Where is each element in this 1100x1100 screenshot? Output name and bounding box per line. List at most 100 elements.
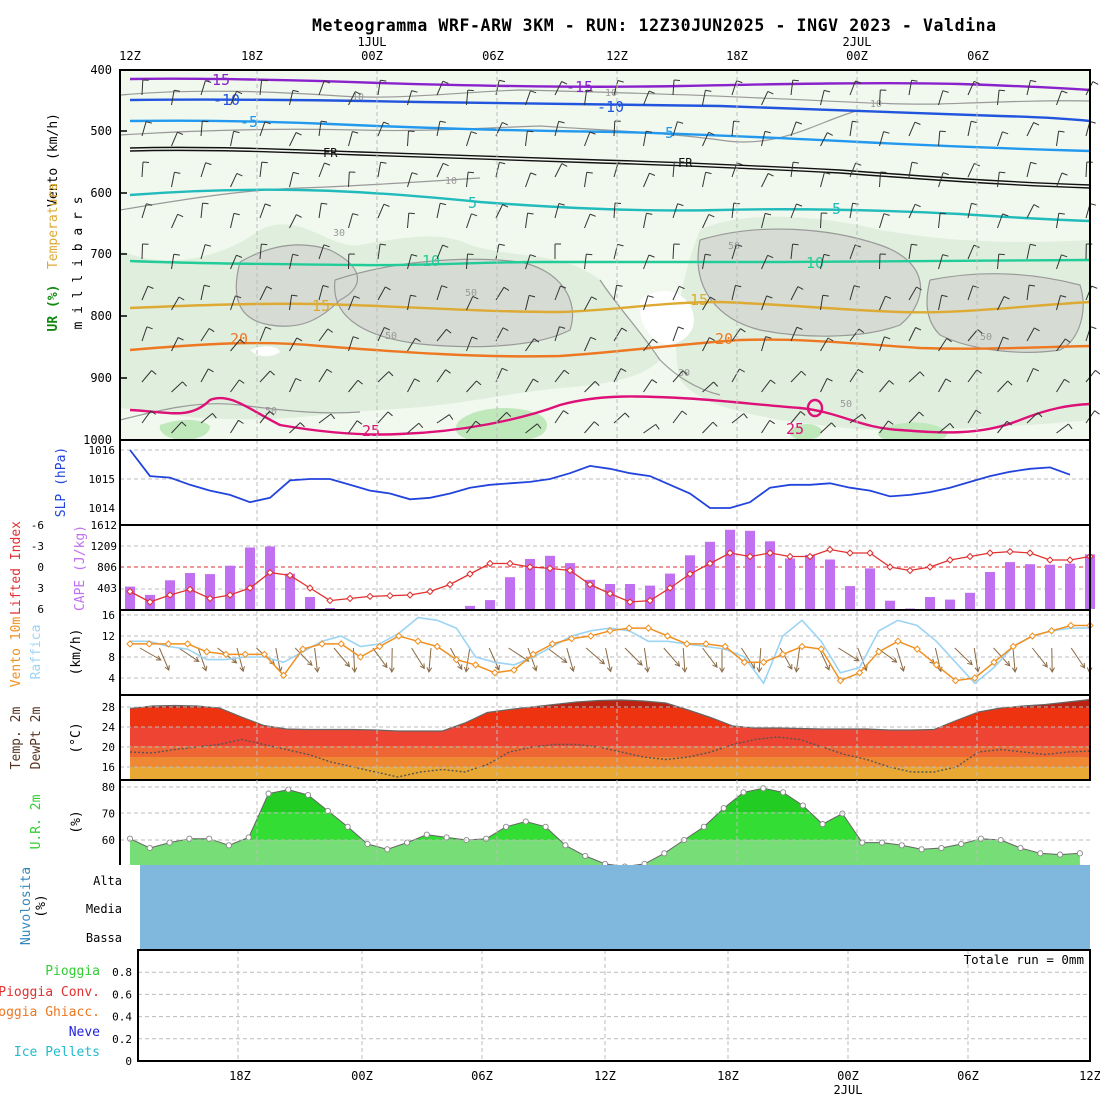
- wind-barb-59: [236, 172, 243, 177]
- cape-bar-38: [885, 600, 895, 609]
- cape-bar-28: [685, 555, 695, 609]
- rh-marker-30: [720, 805, 727, 812]
- wind-barb-220: [495, 162, 500, 178]
- wind-marker-20: [510, 666, 518, 674]
- wind-barb-88: [259, 410, 270, 424]
- wind-barb-268: [554, 410, 564, 424]
- wind-arrow-head-3: [201, 665, 208, 672]
- rh2m-panel: 80 70 60 U.R. 2m (%): [29, 780, 1090, 870]
- wind-barb-419: [824, 172, 831, 175]
- li-tick-1: -3: [31, 540, 44, 553]
- wind-marker-39: [875, 648, 883, 656]
- wind-barb-356: [702, 381, 714, 393]
- rh-marker-6: [245, 834, 252, 841]
- temperatura-label: Temperatura: [46, 183, 61, 269]
- rh-marker-42: [958, 840, 965, 848]
- wind-barb-380: [761, 131, 766, 147]
- wind-barb-252: [554, 81, 563, 96]
- bottom-time-label-4: 18Z: [717, 1069, 739, 1083]
- wind-barb-303: [620, 368, 627, 372]
- li-marker-30: [726, 549, 734, 557]
- li-marker-46: [1046, 556, 1054, 564]
- li-tick-2: 0: [37, 561, 44, 574]
- bottom-time-label-5: 00Z: [837, 1069, 859, 1083]
- wind-barb-329: [674, 161, 681, 164]
- wind-barb-307: [648, 90, 655, 94]
- wind-barb-522: [997, 90, 1000, 106]
- wind-marker-21: [529, 650, 537, 659]
- wind-arrow-shaft-21: [547, 647, 567, 663]
- wind-barb-531: [998, 253, 1005, 256]
- wind-barb-287: [593, 421, 600, 426]
- wind-barb-83: [266, 286, 273, 290]
- isotherm-20: [129, 338, 1091, 358]
- li-marker-45: [1026, 549, 1034, 557]
- wind-arrow-head-26: [644, 666, 650, 673]
- wind-barb-408: [790, 327, 798, 342]
- wind-barb-145: [380, 79, 387, 82]
- rh-marker-47: [1057, 851, 1064, 858]
- wind-barb-516: [967, 329, 978, 342]
- wind-barb-237: [527, 130, 534, 133]
- li-marker-37: [866, 549, 874, 557]
- wind-barb-274: [584, 172, 588, 188]
- wind-barb-232: [495, 412, 507, 424]
- legend-pioggia: Pioggia: [45, 964, 100, 979]
- wind-arrow-head-27: [674, 661, 681, 667]
- wind-barb-28: [171, 296, 180, 311]
- li-marker-22: [566, 566, 574, 575]
- li-marker-7: [266, 568, 274, 577]
- wind-barb-17: [150, 410, 156, 415]
- nuvolosita-label: Nuvolosita: [19, 867, 34, 945]
- wind-barb-34: [171, 421, 183, 434]
- wind-barb-587: [1091, 285, 1098, 289]
- li-marker-31: [746, 552, 754, 561]
- bottom-date-label: 2JUL: [834, 1083, 863, 1097]
- wind-barb-44: [200, 244, 206, 260]
- li-marker-13: [386, 591, 394, 600]
- wind-arrow-head-23: [599, 658, 606, 665]
- wind-marker-36: [817, 645, 825, 653]
- pressure-tick-1000: 1000: [83, 433, 112, 447]
- rh-marker-5: [225, 842, 232, 849]
- iso-label-15-a: 15: [312, 297, 330, 315]
- wind-barb-4: [141, 161, 144, 178]
- wind-speed-markers: [126, 621, 1094, 685]
- li-marker-21: [546, 564, 554, 573]
- wind-barb-52: [200, 413, 213, 424]
- wind-barb-93: [295, 132, 302, 136]
- top-time-label-2: 00Z: [361, 49, 383, 63]
- wind-barb-466: [879, 420, 889, 434]
- wind-arrow-head-36: [853, 656, 860, 662]
- wind-barb-188: [436, 244, 444, 260]
- wind-barb-175: [415, 337, 421, 342]
- wind-barb-429: [826, 378, 833, 382]
- vento-10m-label: Vento 10m: [9, 617, 24, 688]
- cape-bar-39: [905, 608, 915, 609]
- wind-barb-476: [908, 244, 912, 260]
- wind-barb-393: [770, 379, 776, 385]
- wind-barb-127: [355, 91, 361, 95]
- iso-label-10-a: 10: [422, 252, 440, 270]
- cape-bar-32: [765, 541, 775, 609]
- rh-label-30-a: 30: [333, 228, 345, 239]
- wind10m-panel: 16 12 8 4 Vento 10m Raffica (km/h): [9, 609, 1094, 696]
- wind-barb-310: [643, 173, 650, 188]
- wind-arrow-shaft-46: [1032, 647, 1048, 668]
- wind-barb-386: [761, 255, 769, 270]
- wind-arrow-head-42: [967, 659, 973, 666]
- wind-arrow-head-25: [637, 660, 643, 666]
- slp-grid: [120, 440, 1090, 525]
- wind-barb-505: [973, 80, 980, 85]
- wind-arrow-shaft-12: [372, 647, 388, 668]
- wind-barb-328: [672, 162, 675, 178]
- rh-marker-41: [938, 844, 945, 852]
- dewpoint-line: [129, 736, 1091, 778]
- wind-barb-418: [820, 172, 825, 188]
- li-marker-47: [1066, 556, 1074, 564]
- wind-barb-520: [967, 410, 977, 424]
- wind-barb-315: [648, 254, 655, 258]
- wind-barb-132: [348, 213, 354, 229]
- rh-marker-21: [542, 823, 549, 830]
- wind-barb-273: [589, 131, 596, 135]
